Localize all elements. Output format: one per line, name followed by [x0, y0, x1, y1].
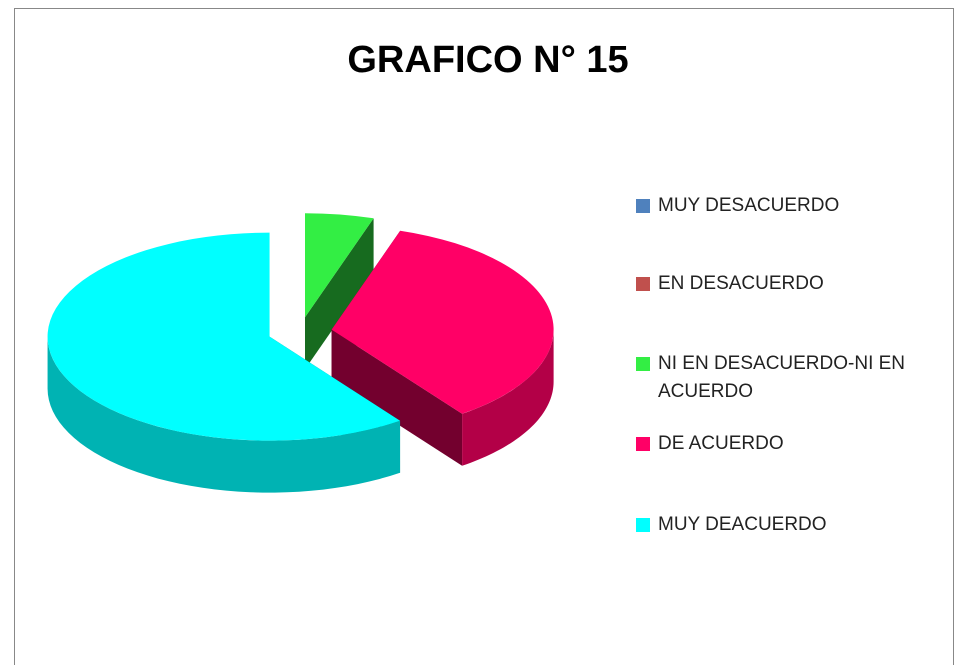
legend-label: DE ACUERDO [658, 433, 784, 454]
pie-slice-group [47, 232, 401, 493]
legend-swatch [636, 357, 650, 371]
legend-swatch [636, 518, 650, 532]
legend-item: MUY DESACUERDO [636, 192, 948, 220]
legend-swatch [636, 199, 650, 213]
slice-wall [462, 329, 554, 466]
legend-swatch [636, 277, 650, 291]
legend-label: NI EN DESACUERDO-NI EN ACUERDO [658, 353, 906, 402]
legend-swatch [636, 437, 650, 451]
pie-slice-group [331, 230, 554, 466]
slice-wall [47, 336, 401, 493]
chart-frame [14, 8, 954, 665]
slice-cut-face [331, 329, 463, 466]
legend-label: MUY DESACUERDO [658, 195, 840, 216]
legend-item: MUY DEACUERDO [636, 511, 948, 539]
legend-label: EN DESACUERDO [658, 273, 824, 294]
pie-slice [47, 232, 401, 441]
chart-title: GRAFICO N° 15 [347, 39, 628, 81]
pie-slice [305, 213, 374, 318]
legend-item: DE ACUERDO [636, 430, 948, 458]
pie-slice [331, 230, 554, 414]
legend-label: MUY DEACUERDO [658, 514, 827, 535]
legend-item: EN DESACUERDO [636, 270, 948, 298]
pie-slice-group [305, 213, 374, 370]
slice-cut-face [305, 218, 374, 370]
legend-item: NI EN DESACUERDO-NI EN ACUERDO [636, 350, 948, 406]
